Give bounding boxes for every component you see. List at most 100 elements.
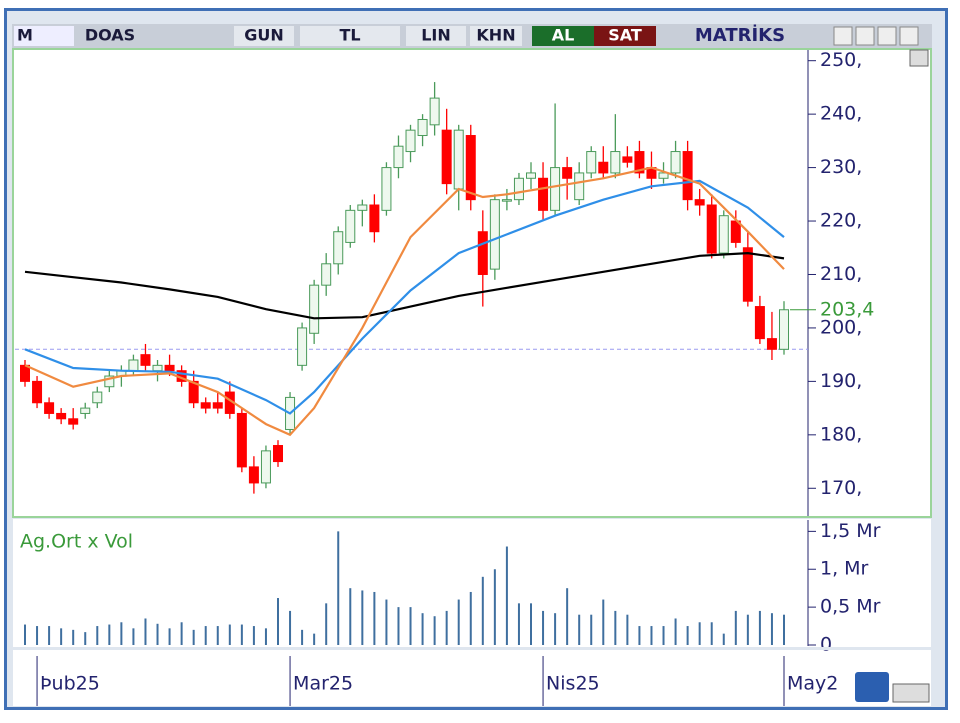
y-tick-label: 1, Mr xyxy=(820,558,869,580)
volume-bar xyxy=(602,599,605,645)
symbol-box[interactable] xyxy=(14,26,74,46)
maximize-button[interactable] xyxy=(877,26,897,46)
candle-body xyxy=(562,167,573,179)
volume-bar xyxy=(325,603,328,645)
chart-type-button[interactable]: KHN xyxy=(476,26,515,45)
buy-box[interactable] xyxy=(532,26,594,46)
moving-average xyxy=(24,251,785,320)
volume-bar xyxy=(542,610,545,645)
candle-body xyxy=(465,135,476,201)
candle-body xyxy=(297,327,308,366)
moving-average xyxy=(24,179,785,415)
volume-bar xyxy=(783,614,785,645)
y-tick-label: 200, xyxy=(820,316,862,338)
volume-bar xyxy=(337,531,340,645)
candle-body xyxy=(68,418,79,425)
x-tick-label: May2 xyxy=(787,673,838,695)
brand: MATRİKS xyxy=(695,24,785,46)
button[interactable] xyxy=(234,26,294,46)
volume-bar xyxy=(48,626,51,645)
volume-bar xyxy=(385,599,388,645)
volume-bar xyxy=(373,591,376,645)
volume-bar xyxy=(433,616,436,645)
candle-body xyxy=(670,151,681,174)
volume-bar xyxy=(481,576,484,645)
button[interactable] xyxy=(300,26,400,46)
sell-box[interactable] xyxy=(594,26,656,46)
volume-bar xyxy=(746,614,749,645)
volume-bar xyxy=(216,626,219,645)
refresh-button[interactable] xyxy=(855,672,889,702)
minimize-button[interactable] xyxy=(855,26,875,46)
candle-body xyxy=(489,199,500,270)
volume-bar xyxy=(734,610,737,645)
candle-body xyxy=(260,450,271,484)
volume-bar xyxy=(698,622,701,645)
volume-bar xyxy=(638,626,641,645)
x-tick-label: Mar25 xyxy=(293,673,353,695)
candle-body xyxy=(104,375,115,388)
candle-body xyxy=(538,177,549,211)
candle-body xyxy=(32,380,43,404)
candle-body xyxy=(405,129,416,153)
candle-body xyxy=(309,284,320,334)
button[interactable] xyxy=(406,26,466,46)
volume-bar xyxy=(770,613,773,645)
candle-body xyxy=(513,177,524,201)
volume-bar xyxy=(758,610,761,645)
volume-bar xyxy=(24,624,26,645)
menu-m[interactable]: M xyxy=(17,26,33,45)
volume-bar xyxy=(421,613,424,645)
candle-body xyxy=(586,151,597,174)
candle-body xyxy=(345,209,356,243)
volume-bar xyxy=(445,610,448,645)
buy-button[interactable]: AL xyxy=(552,26,575,45)
volume-bar xyxy=(590,614,593,645)
button[interactable] xyxy=(470,26,522,46)
volume-bar xyxy=(578,614,581,645)
candle-body xyxy=(381,167,392,211)
candle-body xyxy=(634,151,645,174)
y-tick-label: 170, xyxy=(820,477,862,499)
candle-body xyxy=(188,380,199,404)
symbol[interactable]: DOAS xyxy=(85,26,135,45)
y-tick-label: 1,5 Mr xyxy=(820,520,881,542)
volume-clip xyxy=(13,647,931,650)
volume-bar xyxy=(301,629,304,645)
period-button[interactable]: GUN xyxy=(244,26,284,45)
price-panel xyxy=(12,48,932,518)
candle-body xyxy=(718,215,729,254)
y-tick-label: 250, xyxy=(820,49,862,71)
scale-button[interactable]: LIN xyxy=(421,26,451,45)
volume-bar xyxy=(289,610,292,645)
candle-body xyxy=(200,402,211,409)
volume-bar xyxy=(662,626,665,645)
volume-bar xyxy=(674,618,677,645)
currency-button[interactable]: TL xyxy=(339,26,360,45)
y-tick-label: 0 xyxy=(820,634,832,656)
candle-body xyxy=(682,151,693,201)
volume-bar xyxy=(313,633,316,645)
volume-bar xyxy=(397,607,400,645)
candle-body xyxy=(152,364,163,372)
volume-bar xyxy=(650,626,653,645)
y-tick-label: 230, xyxy=(820,156,862,178)
volume-bar xyxy=(228,624,231,645)
candle-body xyxy=(766,338,777,350)
volume-bar xyxy=(120,622,123,645)
candle-body xyxy=(128,359,139,372)
scroll-buttons[interactable] xyxy=(892,683,930,703)
candle-body xyxy=(140,354,151,366)
y-tick-label: 190, xyxy=(820,370,862,392)
dropdown-button[interactable] xyxy=(833,26,853,46)
candle-body xyxy=(44,402,55,414)
candle-body xyxy=(574,172,585,201)
time-axis-panel xyxy=(13,650,931,706)
sell-button[interactable]: SAT xyxy=(608,26,642,45)
y-tick-label: 0,5 Mr xyxy=(820,596,881,618)
close-button[interactable] xyxy=(899,26,919,46)
volume-bar xyxy=(409,607,412,645)
volume-bar xyxy=(277,598,279,645)
panel-button[interactable] xyxy=(909,49,929,67)
candle-body xyxy=(610,151,621,174)
